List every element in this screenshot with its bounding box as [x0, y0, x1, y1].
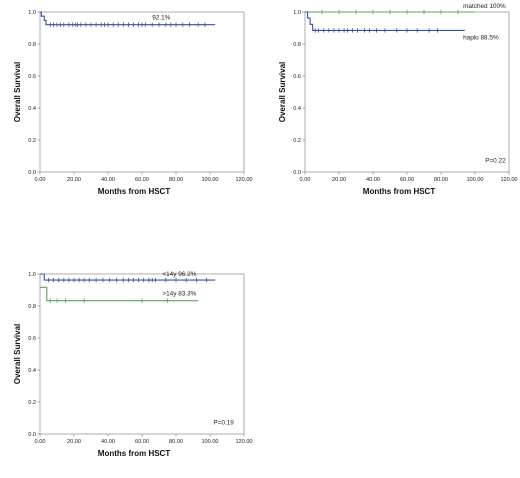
x-axis-label: Months from HSCT [363, 187, 436, 196]
y-tick-label: 1.0 [293, 10, 301, 16]
y-tick-label: 0.0 [293, 170, 301, 176]
x-tick-label: 20.00 [67, 439, 81, 445]
x-tick-label: 20.00 [332, 177, 346, 183]
x-tick-label: 20.00 [67, 177, 81, 183]
km-chart-panel-3: 0.0 0.2 0.4 0.6 0.8 1.0 0.00 20.00 40.00 60.00 80.… [10, 268, 253, 468]
y-tick-label: 0.4 [293, 106, 301, 112]
plot-frame [39, 11, 245, 173]
y-tick-label: 0.6 [293, 74, 301, 80]
p-value-annotation: P=0.19 [213, 419, 234, 426]
x-tick-label: 80.00 [434, 177, 448, 183]
y-tick-label: 1.0 [28, 272, 36, 278]
series-label: <14y 96.2% [162, 271, 196, 278]
y-tick-label: 0.6 [28, 336, 36, 342]
x-tick-label: 40.00 [101, 439, 115, 445]
x-tick-label: 80.00 [169, 439, 183, 445]
x-tick-label: 100.00 [201, 177, 218, 183]
y-tick-label: 1.0 [28, 10, 36, 16]
x-tick-label: 40.00 [101, 177, 115, 183]
y-tick-label: 0.6 [28, 74, 36, 80]
x-tick-label: 60.00 [400, 177, 414, 183]
p-value-annotation: P=0.22 [485, 157, 506, 164]
survival-curve-line [305, 11, 465, 31]
x-tick-label: 120.00 [235, 439, 252, 445]
y-tick-label: 0.2 [293, 138, 301, 144]
x-axis-label: Months from HSCT [98, 449, 171, 458]
y-tick-label: 0.2 [28, 400, 36, 406]
x-axis-label: Months from HSCT [98, 187, 171, 196]
x-tick-label: 60.00 [135, 439, 149, 445]
km-chart-panel-2: 0.0 0.2 0.4 0.6 0.8 1.0 0.00 20.00 40.00 60.00 80.… [275, 3, 518, 206]
y-axis-label: Overall Survival [13, 62, 22, 122]
x-tick-label: 100.00 [466, 177, 483, 183]
y-tick-label: 0.0 [28, 170, 36, 176]
km-survival-chart-1: 0.0 0.2 0.4 0.6 0.8 1.0 0.00 20.00 40.00 60.00 80.… [13, 10, 253, 196]
x-tick-label: 0.00 [35, 177, 46, 183]
km-survival-chart-2: 0.0 0.2 0.4 0.6 0.8 1.0 0.00 20.00 40.00 60.00 80.… [278, 3, 518, 196]
x-tick-label: 80.00 [169, 177, 183, 183]
y-axis-label: Overall Survival [13, 324, 22, 384]
y-tick-label: 0.4 [28, 368, 36, 374]
series-label: haplo 88.5% [463, 34, 499, 41]
x-tick-label: 120.00 [500, 177, 517, 183]
survival-curve-line [40, 11, 216, 26]
series-label: 92.1% [152, 15, 170, 22]
x-tick-label: 0.00 [300, 177, 311, 183]
x-tick-label: 40.00 [366, 177, 380, 183]
x-tick-label: 120.00 [235, 177, 252, 183]
x-tick-label: 60.00 [135, 177, 149, 183]
plot-frame [39, 273, 245, 435]
y-tick-label: 0.8 [28, 42, 36, 48]
survival-curve-line [40, 273, 216, 281]
x-tick-label: 0.00 [35, 439, 46, 445]
km-survival-chart-3: 0.0 0.2 0.4 0.6 0.8 1.0 0.00 20.00 40.00 60.00 80.… [13, 271, 253, 458]
x-tick-label: 100.00 [201, 439, 218, 445]
y-tick-label: 0.8 [28, 304, 36, 310]
survival-curve-line [40, 286, 199, 302]
series-label: >14y 83.3% [162, 291, 196, 298]
series-label: matched 100% [463, 3, 506, 10]
y-tick-label: 0.0 [28, 432, 36, 438]
y-axis-label: Overall Survival [278, 62, 287, 122]
y-tick-label: 0.2 [28, 138, 36, 144]
y-tick-label: 0.4 [28, 106, 36, 112]
km-chart-panel-1: 0.0 0.2 0.4 0.6 0.8 1.0 0.00 20.00 40.00 60.00 80.… [10, 6, 253, 206]
y-tick-label: 0.8 [293, 42, 301, 48]
